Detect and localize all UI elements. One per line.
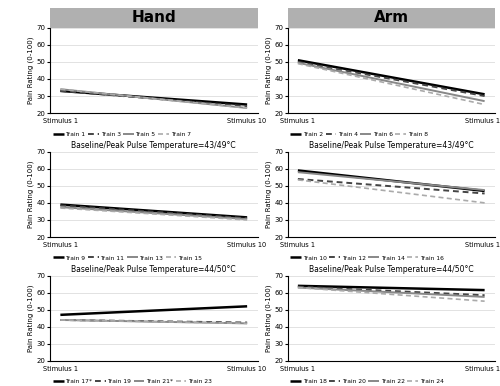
Text: Stimulus 10: Stimulus 10 xyxy=(228,366,267,372)
Text: Stimulus 1: Stimulus 1 xyxy=(43,242,78,248)
Title: Baseline/Peak Pulse Temperature=43/49°C: Baseline/Peak Pulse Temperature=43/49°C xyxy=(72,141,236,150)
Text: Stimulus 1: Stimulus 1 xyxy=(43,118,78,124)
Text: Stimulus 10: Stimulus 10 xyxy=(465,118,500,124)
Title: Baseline/Peak Pulse Temperature=44/50°C: Baseline/Peak Pulse Temperature=44/50°C xyxy=(72,265,236,274)
Y-axis label: Pain Rating (0-100): Pain Rating (0-100) xyxy=(28,37,34,104)
Y-axis label: Pain Rating (0-100): Pain Rating (0-100) xyxy=(265,161,272,228)
Text: Stimulus 10: Stimulus 10 xyxy=(465,366,500,372)
Title: Baseline/Peak Pulse Temperature=42/48°C: Baseline/Peak Pulse Temperature=42/48°C xyxy=(72,17,236,26)
Title: Baseline/Peak Pulse Temperature=43/49°C: Baseline/Peak Pulse Temperature=43/49°C xyxy=(309,141,474,150)
Text: Stimulus 10: Stimulus 10 xyxy=(228,118,267,124)
Text: Stimulus 10: Stimulus 10 xyxy=(228,242,267,248)
Title: Baseline/Peak Pulse Temperature=42/48°C: Baseline/Peak Pulse Temperature=42/48°C xyxy=(309,17,474,26)
Legend: Train 9, Train 11, Train 13, Train 15: Train 9, Train 11, Train 13, Train 15 xyxy=(53,256,202,261)
Legend: Train 17*, Train 19, Train 21*, Train 23: Train 17*, Train 19, Train 21*, Train 23 xyxy=(53,379,212,384)
Y-axis label: Pain Rating (0-100): Pain Rating (0-100) xyxy=(265,37,272,104)
Text: Arm: Arm xyxy=(374,10,409,25)
Legend: Train 2, Train 4, Train 6, Train 8: Train 2, Train 4, Train 6, Train 8 xyxy=(290,132,428,137)
Title: Baseline/Peak Pulse Temperature=44/50°C: Baseline/Peak Pulse Temperature=44/50°C xyxy=(309,265,474,274)
Text: Stimulus 1: Stimulus 1 xyxy=(43,366,78,372)
Text: Stimulus 1: Stimulus 1 xyxy=(280,242,316,248)
Text: Hand: Hand xyxy=(132,10,176,25)
Text: Stimulus 10: Stimulus 10 xyxy=(465,242,500,248)
Legend: Train 18, Train 20, Train 22, Train 24: Train 18, Train 20, Train 22, Train 24 xyxy=(290,379,444,384)
Y-axis label: Pain Rating (0-100): Pain Rating (0-100) xyxy=(265,284,272,352)
Legend: Train 1, Train 3, Train 5, Train 7: Train 1, Train 3, Train 5, Train 7 xyxy=(53,132,190,137)
Text: Stimulus 1: Stimulus 1 xyxy=(280,366,316,372)
Legend: Train 10, Train 12, Train 14, Train 16: Train 10, Train 12, Train 14, Train 16 xyxy=(290,256,444,261)
Text: Stimulus 1: Stimulus 1 xyxy=(280,118,316,124)
Y-axis label: Pain Rating (0-100): Pain Rating (0-100) xyxy=(28,284,34,352)
Y-axis label: Pain Rating (0-100): Pain Rating (0-100) xyxy=(28,161,34,228)
